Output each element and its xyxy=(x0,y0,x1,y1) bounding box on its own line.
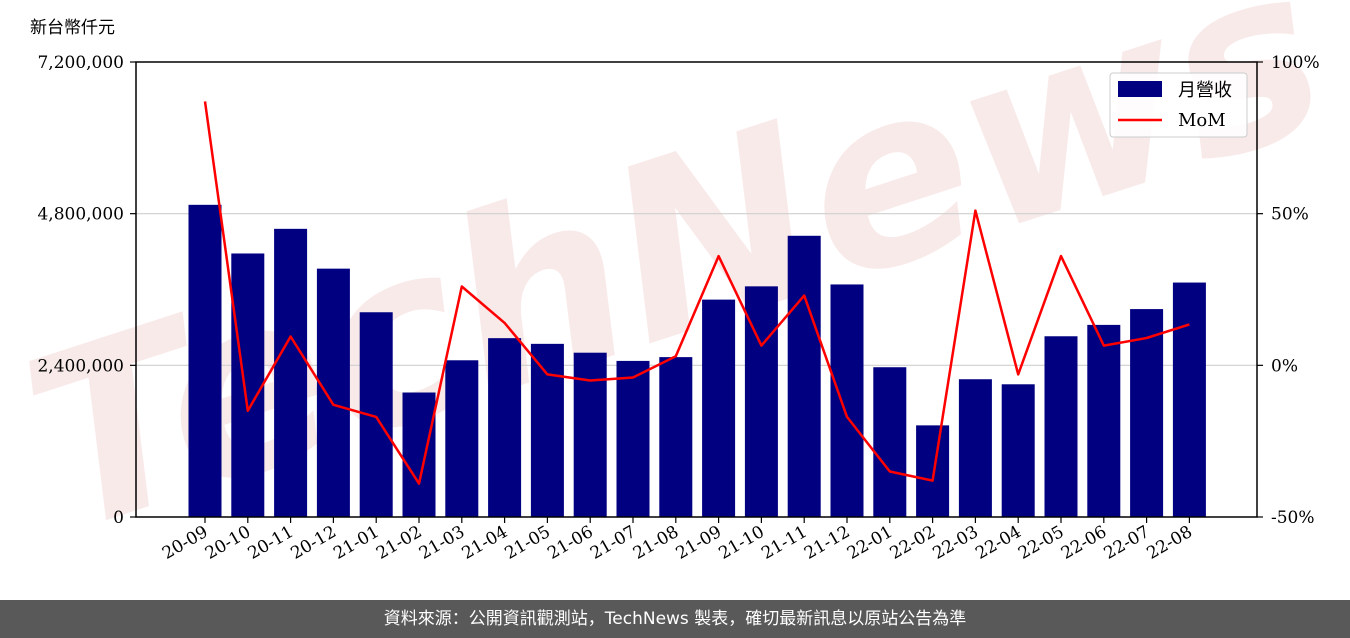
legend: 月營收 MoM xyxy=(1109,72,1248,138)
x-tick-label: 20-12 xyxy=(287,522,339,564)
x-tick-label: 21-02 xyxy=(373,522,425,564)
x-tick-label: 22-02 xyxy=(887,522,939,564)
y-left-unit-label: 新台幣仟元 xyxy=(30,18,115,38)
x-tick-label: 21-04 xyxy=(459,522,511,564)
bar-22-02 xyxy=(916,425,950,517)
right-axis: -50% 0% 50% 100% xyxy=(1257,53,1320,528)
bar-21-08 xyxy=(659,357,693,517)
x-tick-label: 21-05 xyxy=(501,522,553,564)
x-tick-label: 21-08 xyxy=(630,522,682,564)
mom-line xyxy=(203,101,1190,485)
y-right-tick-label: 100% xyxy=(1271,53,1320,73)
y-left-tick-label: 2,400,000 xyxy=(37,356,124,376)
bar-21-02 xyxy=(402,392,436,517)
x-tick-label: 22-01 xyxy=(844,522,896,564)
left-axis: 0 2,400,000 4,800,000 7,200,000 xyxy=(37,53,136,528)
x-axis: 20-0920-1020-1120-1221-0121-0221-0321-04… xyxy=(159,517,1196,564)
y-right-tick-label: 50% xyxy=(1271,205,1309,225)
x-tick-label: 21-06 xyxy=(544,522,596,564)
y-left-tick-label: 0 xyxy=(113,508,124,528)
legend-swatch-revenue xyxy=(1118,81,1162,97)
x-tick-label: 21-11 xyxy=(758,522,810,564)
bar-20-12 xyxy=(316,268,350,517)
x-tick-label: 21-03 xyxy=(416,522,468,564)
x-tick-label: 21-07 xyxy=(587,522,639,564)
mom-line-group xyxy=(203,101,1190,485)
bar-21-07 xyxy=(616,360,650,517)
y-right-tick-label: -50% xyxy=(1271,508,1315,528)
bar-21-12 xyxy=(830,284,864,517)
y-left-tick-label: 4,800,000 xyxy=(37,205,124,225)
y-right-tick-label: 0% xyxy=(1271,356,1298,376)
bar-21-05 xyxy=(530,343,564,517)
x-tick-label: 22-06 xyxy=(1058,522,1110,564)
chart: TechNews 新台幣仟元 02,400,0004,800,0007,200,… xyxy=(0,0,1350,587)
bar-21-03 xyxy=(445,360,479,517)
bar-20-10 xyxy=(231,253,265,517)
x-tick-label: 21-01 xyxy=(330,522,382,564)
legend-label-revenue: 月營收 xyxy=(1178,80,1232,101)
bar-20-09 xyxy=(188,204,222,517)
x-tick-label: 21-10 xyxy=(715,522,767,564)
plot-frame xyxy=(135,61,1258,518)
x-tick-label: 22-04 xyxy=(972,522,1024,564)
bar-22-07 xyxy=(1130,309,1164,517)
bar-22-01 xyxy=(873,367,907,517)
x-tick-label: 22-07 xyxy=(1101,522,1153,564)
x-tick-label: 22-05 xyxy=(1015,522,1067,564)
y-left-tick-label: 7,200,000 xyxy=(37,53,124,73)
bar-21-04 xyxy=(488,338,522,517)
legend-label-mom: MoM xyxy=(1178,110,1226,131)
footer-source-note: 資料來源：公開資訊觀測站，TechNews 製表，確切最新訊息以原站公告為準 xyxy=(0,600,1350,638)
x-tick-label: 22-08 xyxy=(1143,522,1195,564)
bars xyxy=(188,204,1206,518)
bar-21-11 xyxy=(787,235,821,517)
x-tick-label: 21-09 xyxy=(673,522,725,564)
bar-22-05 xyxy=(1044,336,1078,517)
bar-22-04 xyxy=(1001,384,1035,517)
bar-20-11 xyxy=(274,228,308,518)
x-tick-label: 21-12 xyxy=(801,522,853,564)
bar-22-08 xyxy=(1172,282,1206,517)
x-tick-label: 22-03 xyxy=(929,522,981,564)
bar-22-06 xyxy=(1087,324,1121,517)
bar-21-06 xyxy=(573,352,607,517)
bar-21-09 xyxy=(702,299,736,517)
bar-22-03 xyxy=(958,379,992,517)
